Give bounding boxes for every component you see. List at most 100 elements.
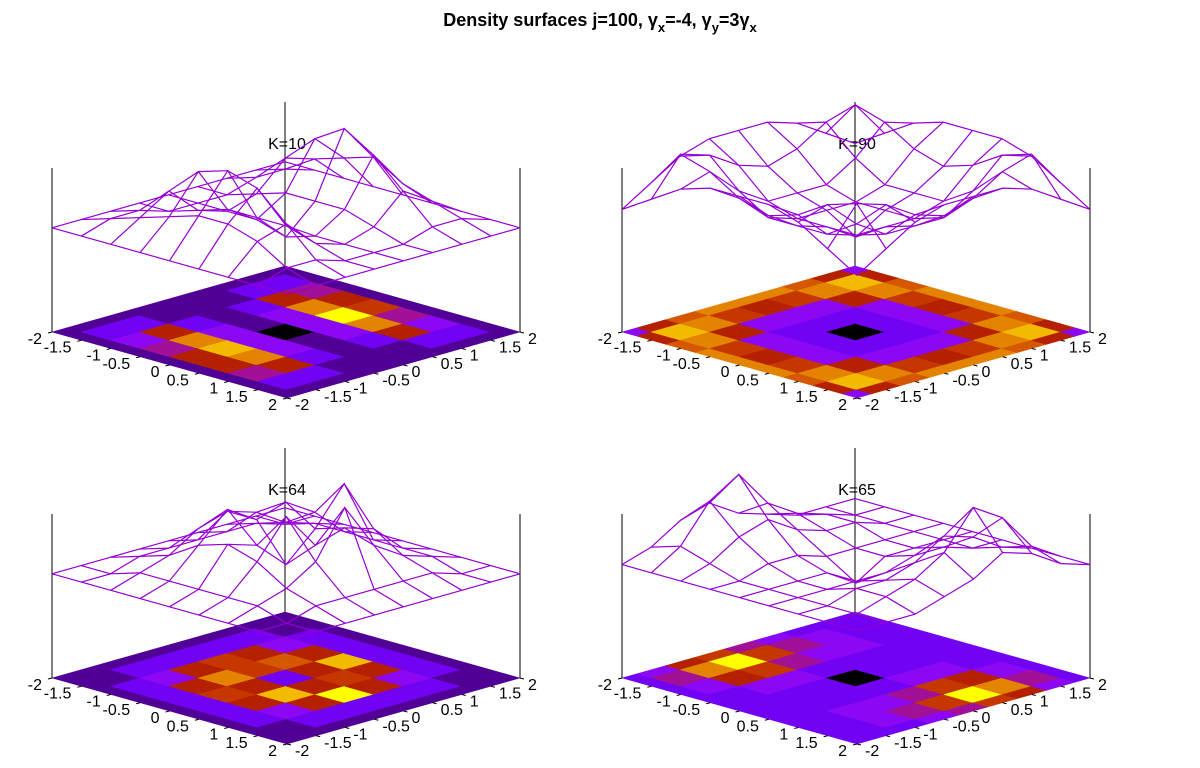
y-tick-label: -0.5 bbox=[382, 718, 410, 735]
y-tick bbox=[1002, 702, 1007, 705]
x-tick-label: -0.5 bbox=[673, 702, 701, 719]
y-tick bbox=[374, 372, 379, 375]
y-tick-label: -0.5 bbox=[952, 372, 980, 389]
x-tick bbox=[852, 743, 858, 746]
y-tick-label: -2 bbox=[865, 397, 879, 414]
y-tick-label: -1.5 bbox=[324, 735, 352, 752]
y-tick bbox=[1089, 331, 1095, 334]
x-tick-label: -2 bbox=[598, 331, 612, 348]
x-tick-label: -1 bbox=[87, 348, 101, 365]
y-tick bbox=[1002, 356, 1007, 359]
y-tick bbox=[316, 735, 321, 738]
mesh-line bbox=[767, 121, 1003, 220]
y-tick-label: 1.5 bbox=[499, 685, 521, 702]
y-tick-label: 0.5 bbox=[1011, 356, 1033, 373]
y-tick bbox=[345, 727, 350, 729]
x-tick bbox=[647, 339, 652, 342]
mesh-line bbox=[284, 161, 521, 229]
mesh-line bbox=[796, 121, 1033, 202]
title-part: =3γ bbox=[719, 10, 750, 30]
y-tick-label: 0 bbox=[412, 710, 421, 727]
mesh-line bbox=[738, 502, 974, 584]
y-tick bbox=[973, 710, 978, 713]
x-tick bbox=[794, 727, 799, 729]
y-tick-label: 1.5 bbox=[1069, 685, 1091, 702]
y-tick bbox=[286, 397, 292, 400]
mesh-line bbox=[255, 156, 492, 237]
y-tick bbox=[1060, 339, 1065, 342]
x-tick bbox=[136, 356, 141, 359]
y-tick-label: 1 bbox=[470, 694, 479, 711]
x-tick bbox=[253, 735, 258, 738]
y-tick bbox=[345, 381, 350, 383]
x-tick bbox=[77, 685, 82, 688]
subplot-title: K=64 bbox=[268, 482, 306, 499]
x-tick bbox=[823, 389, 828, 392]
mesh-line bbox=[825, 506, 1062, 565]
chart-title: Density surfaces j=100, γx=-4, γy=3γx bbox=[443, 10, 757, 35]
x-tick-label: 2 bbox=[268, 397, 277, 414]
x-tick-label: -0.5 bbox=[673, 356, 701, 373]
x-tick-label: -1.5 bbox=[44, 685, 72, 702]
x-tick bbox=[136, 702, 141, 705]
y-tick bbox=[944, 718, 949, 721]
x-tick bbox=[47, 677, 53, 680]
y-tick bbox=[1031, 348, 1036, 350]
mesh-line bbox=[825, 103, 1062, 200]
y-tick bbox=[374, 718, 379, 721]
mesh-line bbox=[854, 498, 1091, 566]
y-tick-label: 1 bbox=[470, 348, 479, 365]
title-part: =-4, γ bbox=[665, 10, 712, 30]
x-tick bbox=[47, 331, 53, 334]
y-tick-label: -1 bbox=[353, 727, 367, 744]
mesh-line bbox=[709, 121, 944, 220]
y-tick-label: 2 bbox=[528, 677, 537, 694]
y-tick-label: 0.5 bbox=[1011, 702, 1033, 719]
y-tick bbox=[490, 339, 495, 342]
x-tick-label: -1.5 bbox=[614, 339, 642, 356]
x-tick bbox=[647, 685, 652, 688]
y-tick-label: -1.5 bbox=[324, 389, 352, 406]
y-tick bbox=[432, 356, 437, 359]
x-tick bbox=[735, 710, 740, 713]
x-tick bbox=[282, 743, 288, 746]
x-tick-label: 1 bbox=[779, 381, 788, 398]
mesh-line bbox=[284, 507, 521, 575]
mesh-line bbox=[680, 514, 914, 582]
title-subscript: y bbox=[712, 20, 720, 35]
y-tick bbox=[286, 743, 292, 746]
y-tick bbox=[519, 331, 525, 334]
mesh-line bbox=[650, 153, 887, 250]
mesh-line bbox=[110, 170, 346, 278]
mesh-line bbox=[168, 506, 404, 608]
x-tick-label: 0.5 bbox=[167, 372, 189, 389]
mesh-line bbox=[227, 190, 462, 278]
y-tick-label: 2 bbox=[1098, 677, 1107, 694]
x-tick bbox=[823, 735, 828, 738]
title-part: Density surfaces j=100, γ bbox=[443, 10, 658, 30]
mesh-line bbox=[51, 573, 288, 641]
y-tick bbox=[973, 364, 978, 367]
x-tick bbox=[253, 389, 258, 392]
x-tick bbox=[106, 694, 111, 696]
title-subscript: x bbox=[658, 20, 666, 35]
mesh-line bbox=[139, 508, 375, 616]
mesh-line bbox=[168, 194, 404, 262]
y-tick-label: 0.5 bbox=[441, 702, 463, 719]
x-tick-label: 1.5 bbox=[795, 389, 817, 406]
y-tick-label: 1 bbox=[1040, 348, 1049, 365]
x-tick-label: 1 bbox=[779, 727, 788, 744]
x-tick-label: -2 bbox=[28, 331, 42, 348]
mesh-line bbox=[708, 138, 945, 236]
mesh-line bbox=[226, 127, 463, 245]
x-tick-label: 0.5 bbox=[167, 718, 189, 735]
x-tick-label: 2 bbox=[838, 743, 847, 760]
y-tick-label: 0 bbox=[982, 710, 991, 727]
x-tick-label: 1 bbox=[209, 381, 218, 398]
mesh-line bbox=[110, 543, 346, 624]
x-tick bbox=[194, 718, 199, 721]
x-tick-label: 1.5 bbox=[795, 735, 817, 752]
subplot-title: K=90 bbox=[838, 136, 876, 153]
subplot-title: K=65 bbox=[838, 482, 876, 499]
